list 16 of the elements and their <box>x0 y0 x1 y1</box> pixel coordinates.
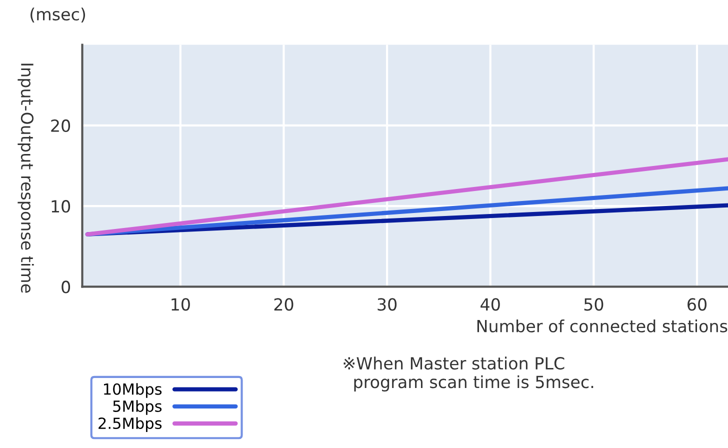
y-tick-label: 10 <box>52 200 70 213</box>
text: ※When Master station PLC program scan time is 5msec. <box>344 356 594 392</box>
x-tick-label: 10 <box>172 298 190 311</box>
x-tick-label: 50 <box>584 298 604 311</box>
x-tick-label: 20 <box>274 298 294 311</box>
x-tick-label: 40 <box>480 298 500 311</box>
x-axis-title: Number of connected stations <box>477 320 728 332</box>
x-tick-label: 30 <box>378 298 397 311</box>
y-tick-label: 0 <box>62 280 70 294</box>
x-tick-label: 60 <box>688 298 706 311</box>
legend-label: 5Mbps <box>113 400 162 415</box>
y-tick-label: 20 <box>51 119 70 132</box>
legend-label: 2.5Mbps <box>98 417 162 432</box>
y-axis-title: Input-Output response time <box>18 64 34 293</box>
legend-label: 10Mbps <box>104 383 162 398</box>
text: (msec) <box>30 8 86 22</box>
